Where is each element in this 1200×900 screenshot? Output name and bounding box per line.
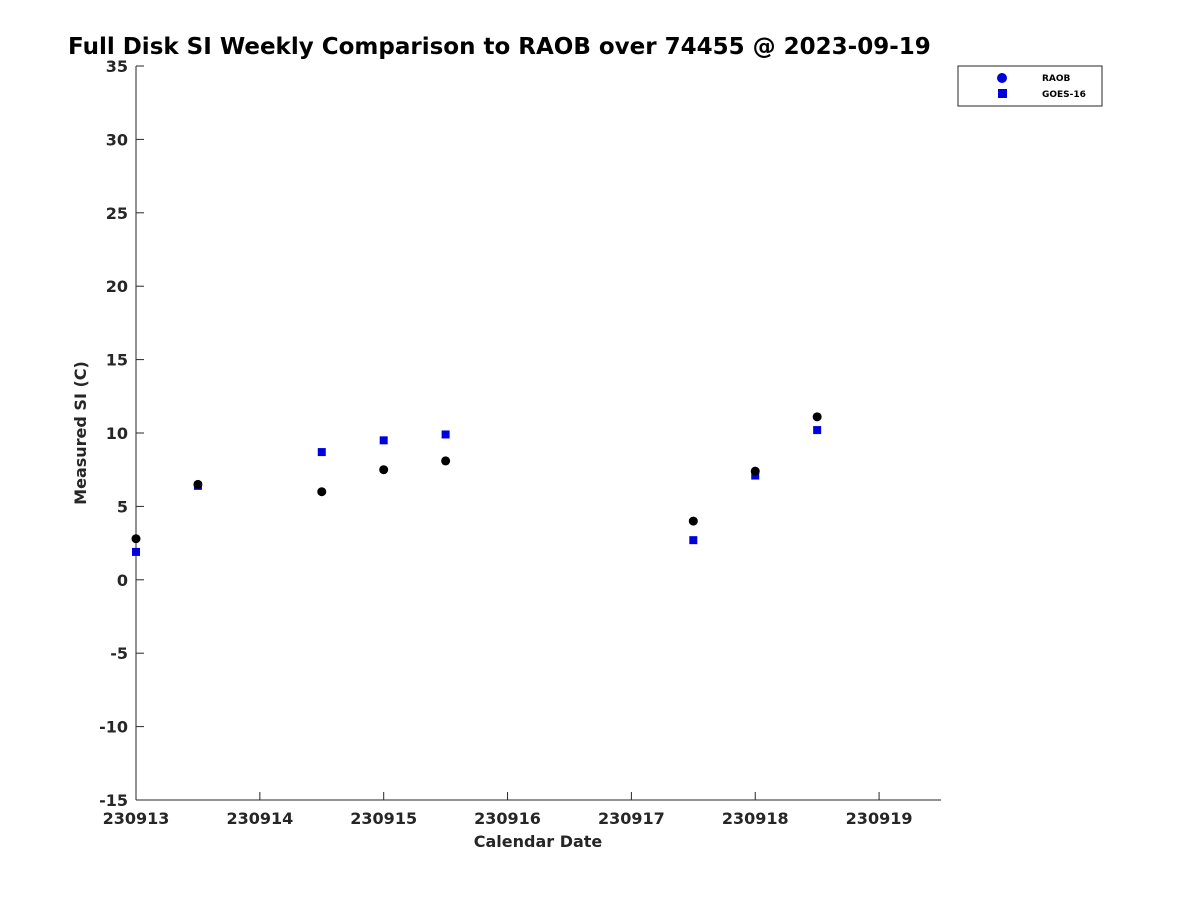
y-tick-label: -5	[110, 644, 128, 663]
legend-marker-raob	[997, 73, 1007, 83]
point-raob	[317, 487, 327, 497]
point-raob	[379, 465, 389, 475]
data-points	[131, 412, 822, 556]
point-raob	[688, 516, 698, 526]
y-tick-label: 35	[106, 57, 128, 76]
point-raob	[812, 412, 822, 422]
point-goes16	[813, 426, 822, 435]
y-tick-label: 0	[117, 571, 128, 590]
legend-label-raob: RAOB	[1042, 74, 1071, 84]
x-tick-label: 230914	[226, 809, 293, 828]
x-tick-label: 230919	[846, 809, 913, 828]
y-tick-label: -10	[99, 718, 128, 737]
y-tick-label: 20	[106, 277, 128, 296]
point-goes16	[441, 430, 450, 439]
y-axis-label: Measured SI (C)	[71, 361, 90, 505]
point-goes16	[317, 448, 326, 457]
legend-marker-goes16	[998, 89, 1007, 98]
x-axis-label: Calendar Date	[474, 832, 603, 851]
y-tick-label: 25	[106, 204, 128, 223]
x-tick-label: 230916	[474, 809, 541, 828]
y-axis: -15 -10 -5 0 5 10 15 20 25 30 35	[99, 57, 144, 810]
point-goes16	[689, 536, 698, 545]
y-tick-label: 15	[106, 351, 128, 370]
legend-label-goes16: GOES-16	[1042, 90, 1086, 100]
x-tick-label: 230913	[103, 809, 170, 828]
x-tick-label: 230918	[722, 809, 789, 828]
x-tick-label: 230915	[350, 809, 417, 828]
y-tick-label: 5	[117, 497, 128, 516]
x-axis: 230913 230914 230915 230916 230917 230918 2309…	[103, 792, 913, 828]
chart-title: Full Disk SI Weekly Comparison to RAOB o…	[68, 34, 931, 60]
y-tick-label: -15	[99, 791, 128, 810]
point-raob	[193, 479, 203, 489]
legend-box	[957, 65, 1103, 107]
x-tick-label: 230917	[598, 809, 665, 828]
point-raob	[750, 466, 760, 476]
point-goes16	[379, 436, 388, 445]
legend: RAOB GOES-16	[957, 65, 1103, 107]
point-raob	[441, 456, 451, 466]
y-tick-label: 10	[106, 424, 128, 443]
point-goes16	[132, 547, 140, 556]
point-raob	[131, 534, 141, 544]
y-tick-label: 30	[106, 130, 128, 149]
